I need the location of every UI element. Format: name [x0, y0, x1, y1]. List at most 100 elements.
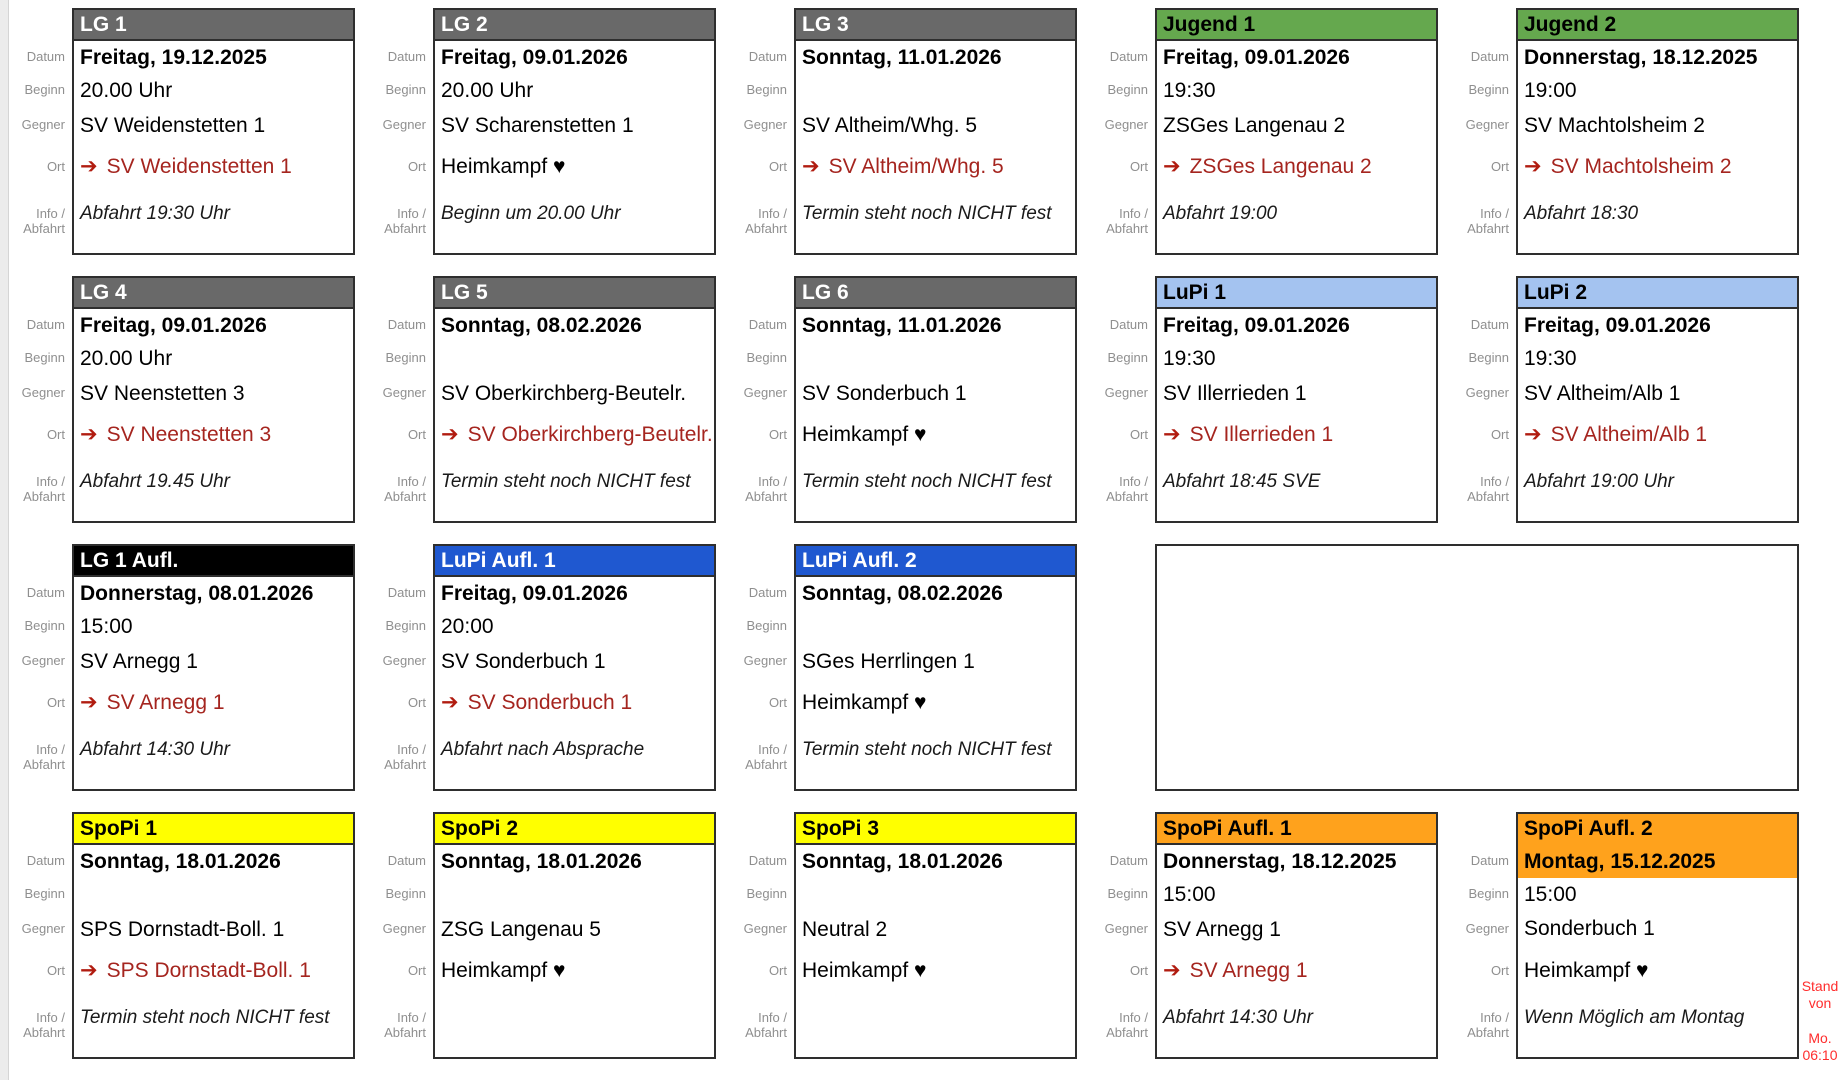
row-label-gutter: Datum Beginn Gegner Ort Info / Abfahrt: [10, 544, 72, 791]
card-ort-text: SV Neenstetten 3: [106, 422, 272, 446]
card-beginn: [796, 342, 1075, 375]
card-title: LG 5: [435, 278, 714, 309]
label-info-abfahrt: Info / Abfahrt: [23, 742, 65, 772]
card-ort-text: SV Machtolsheim 2: [1550, 154, 1732, 178]
label-ort: Ort: [407, 962, 426, 978]
label-info-abfahrt: Info / Abfahrt: [1106, 1010, 1148, 1040]
match-card: LG 1 Aufl. Donnerstag, 08.01.2026 15:00 …: [72, 544, 355, 791]
stand-note-date: Stand von: [1801, 978, 1839, 1011]
card-info: Termin steht noch NICHT fest: [80, 1007, 330, 1029]
card-datum: Freitag, 09.01.2026: [80, 313, 267, 337]
stand-note-time: Mo. 06:10: [1802, 1030, 1838, 1063]
label-beginn: Beginn: [385, 82, 426, 97]
card-title: LuPi 1: [1157, 278, 1436, 309]
card-ort-text: SV Illerrieden 1: [1189, 422, 1334, 446]
card-title: LuPi 2: [1518, 278, 1797, 309]
label-info-abfahrt: Info / Abfahrt: [23, 1010, 65, 1040]
card-ort: ➔ SV Oberkirchberg-Beutelr.: [435, 412, 714, 458]
card-info: Abfahrt 18:30: [1524, 203, 1639, 225]
label-ort: Ort: [46, 694, 65, 710]
label-info-abfahrt: Info / Abfahrt: [745, 742, 787, 772]
card-datum: Freitag, 09.01.2026: [1163, 313, 1350, 337]
card-datum: Donnerstag, 18.12.2025: [1163, 849, 1397, 873]
label-datum: Datum: [748, 48, 787, 64]
card-beginn: [796, 74, 1075, 107]
label-datum: Datum: [748, 316, 787, 332]
match-card-cell: Datum Beginn Gegner Ort Info / Abfahrt Sp…: [10, 812, 355, 1059]
card-datum: Montag, 15.12.2025: [1518, 844, 1797, 879]
label-ort: Ort: [407, 426, 426, 442]
card-title: SpoPi 1: [74, 814, 353, 845]
card-ort-text: SV Oberkirchberg-Beutelr.: [467, 422, 713, 446]
card-datum: Donnerstag, 18.12.2025: [1524, 45, 1758, 69]
label-beginn: Beginn: [1107, 350, 1148, 365]
card-title: LG 3: [796, 10, 1075, 41]
card-info: Abfahrt 19:30 Uhr: [80, 203, 230, 225]
row-label-gutter: Datum Beginn Gegner Ort Info / Abfahrt: [10, 276, 72, 523]
schedule-board: Datum Beginn Gegner Ort Info / Abfahrt LG…: [10, 8, 1799, 1059]
label-datum: Datum: [26, 584, 65, 600]
match-card: SpoPi Aufl. 2 Montag, 15.12.2025 15:00 S…: [1516, 812, 1799, 1059]
card-datum: Freitag, 09.01.2026: [1163, 45, 1350, 69]
card-ort: ➔ SV Machtolsheim 2: [1518, 144, 1797, 190]
match-card-cell: Datum Beginn Gegner Ort Info / Abfahrt Sp…: [732, 812, 1077, 1059]
away-arrow-icon: ➔: [802, 155, 820, 179]
match-card-cell: Datum Beginn Gegner Ort Info / Abfahrt Lu…: [371, 544, 716, 791]
label-datum: Datum: [1109, 316, 1148, 332]
label-datum: Datum: [387, 48, 426, 64]
label-ort: Ort: [1490, 426, 1509, 442]
card-info: Termin steht noch NICHT fest: [441, 471, 691, 493]
label-info-abfahrt: Info / Abfahrt: [384, 1010, 426, 1040]
card-ort-text: SV Altheim/Alb 1: [1550, 422, 1708, 446]
label-ort: Ort: [768, 158, 787, 174]
match-card-cell: Datum Beginn Gegner Ort Info / Abfahrt Lu…: [732, 544, 1077, 791]
match-card-cell: Datum Beginn Gegner Ort Info / Abfahrt LG…: [371, 8, 716, 255]
card-ort: ➔ SV Illerrieden 1: [1157, 412, 1436, 458]
label-ort: Ort: [768, 694, 787, 710]
card-gegner: SV Illerrieden 1: [1163, 381, 1307, 405]
card-beginn: 20:00: [441, 614, 494, 638]
card-ort-text: Heimkampf ♥: [802, 958, 927, 982]
label-gegner: Gegner: [1104, 117, 1148, 132]
label-beginn: Beginn: [385, 618, 426, 633]
label-datum: Datum: [1470, 852, 1509, 868]
match-card-cell: Datum Beginn Gegner Ort Info / Abfahrt LG…: [10, 276, 355, 523]
label-info-abfahrt: Info / Abfahrt: [23, 474, 65, 504]
row-label-gutter: Datum Beginn Gegner Ort Info / Abfahrt: [1454, 8, 1516, 255]
card-info: Abfahrt 19.45 Uhr: [80, 471, 230, 493]
label-info-abfahrt: Info / Abfahrt: [1467, 474, 1509, 504]
away-arrow-icon: ➔: [441, 423, 459, 447]
card-ort: ➔ SV Altheim/Whg. 5: [796, 144, 1075, 190]
label-gegner: Gegner: [382, 921, 426, 936]
match-card: Jugend 1 Freitag, 09.01.2026 19:30 ZSGes…: [1155, 8, 1438, 255]
label-datum: Datum: [748, 852, 787, 868]
card-datum: Sonntag, 08.02.2026: [441, 313, 642, 337]
card-ort-text: SV Arnegg 1: [106, 690, 225, 714]
card-ort-text: Heimkampf ♥: [802, 690, 927, 714]
match-card: LuPi 2 Freitag, 09.01.2026 19:30 SV Alth…: [1516, 276, 1799, 523]
match-card: LG 5 Sonntag, 08.02.2026 SV Oberkirchber…: [433, 276, 716, 523]
card-ort: ➔ Heimkampf ♥: [435, 948, 714, 994]
card-beginn: 19:30: [1524, 346, 1577, 370]
card-beginn: 20.00 Uhr: [80, 78, 173, 102]
card-gegner: SV Weidenstetten 1: [80, 113, 266, 137]
label-beginn: Beginn: [1107, 886, 1148, 901]
label-datum: Datum: [1470, 48, 1509, 64]
label-ort: Ort: [407, 158, 426, 174]
card-info: Abfahrt 14:30 Uhr: [1163, 1007, 1313, 1029]
match-card-cell: Datum Beginn Gegner Ort Info / Abfahrt LG…: [10, 8, 355, 255]
label-datum: Datum: [1109, 48, 1148, 64]
label-ort: Ort: [1490, 158, 1509, 174]
row-label-gutter: Datum Beginn Gegner Ort Info / Abfahrt: [732, 544, 794, 791]
card-info: Termin steht noch NICHT fest: [802, 739, 1052, 761]
label-gegner: Gegner: [21, 385, 65, 400]
card-ort: ➔ SPS Dornstadt-Boll. 1: [74, 948, 353, 994]
card-ort-text: SPS Dornstadt-Boll. 1: [106, 958, 311, 982]
card-gegner: ZSGes Langenau 2: [1163, 113, 1346, 137]
label-info-abfahrt: Info / Abfahrt: [384, 742, 426, 772]
card-ort-text: SV Altheim/Whg. 5: [828, 154, 1004, 178]
label-beginn: Beginn: [24, 350, 65, 365]
card-title: SpoPi Aufl. 1: [1157, 814, 1436, 845]
card-gegner: SV Sonderbuch 1: [441, 649, 606, 673]
card-datum: Freitag, 09.01.2026: [1524, 313, 1711, 337]
